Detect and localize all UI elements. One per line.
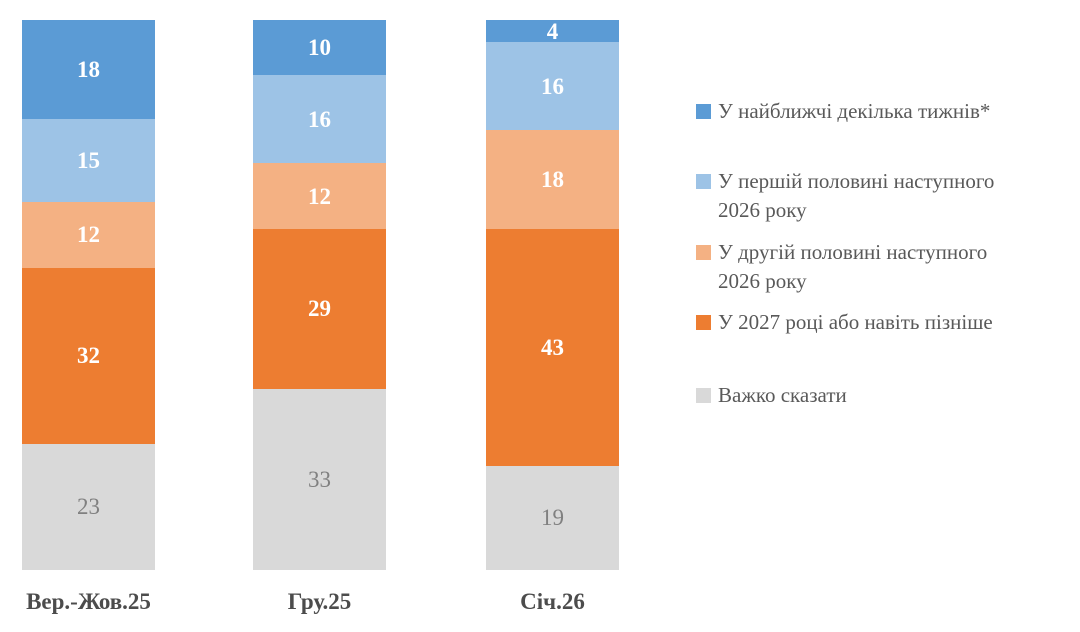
legend-item-5: Важко сказати: [696, 381, 1080, 410]
bar-segment: 23: [22, 443, 155, 570]
bar-segment: 18: [22, 20, 155, 119]
segment-value-label: 29: [308, 296, 331, 322]
legend-item-1: У найближчі декілька тижнів*: [696, 97, 1080, 126]
bar-column-1: 18 15 12 32 23: [22, 20, 155, 570]
legend-item-label: У найближчі декілька тижнів*: [718, 99, 991, 123]
segment-value-label: 19: [541, 505, 564, 531]
segment-value-label: 18: [541, 167, 564, 192]
legend-item-label: У другій половині наступного 2026 року: [718, 240, 988, 293]
legend-item-label: У 2027 році або навіть пізніше: [718, 310, 993, 334]
bar-segment: 15: [22, 119, 155, 202]
segment-value-label: 4: [546, 18, 559, 44]
segment-value-label: 32: [77, 343, 100, 368]
bar-segment: 4: [486, 18, 619, 44]
bar-segment: 16: [253, 75, 386, 163]
bar-segment: 18: [486, 130, 619, 229]
segment-value-label: 23: [77, 494, 100, 520]
bar-segment: 12: [22, 201, 155, 268]
segment-value-label: 43: [541, 334, 564, 360]
category-label: Гру.25: [287, 589, 352, 614]
segment-value-label: 33: [308, 466, 331, 492]
segment-value-label: 12: [77, 222, 100, 247]
bar-segment: 10: [253, 20, 386, 75]
bar-segment: 33: [253, 388, 386, 570]
category-label: Вер.-Жов.25: [26, 589, 151, 614]
legend-item-2: У першій половині наступного 2026 року: [696, 167, 1080, 225]
segment-value-label: 18: [77, 57, 100, 82]
segment-value-label: 10: [308, 35, 331, 60]
legend-swatch-icon: [696, 388, 711, 403]
segment-value-label: 12: [308, 183, 331, 209]
bar-segment: 12: [253, 163, 386, 229]
legend-item-3: У другій половині наступного 2026 року: [696, 238, 1080, 296]
legend-swatch-icon: [696, 104, 711, 119]
segment-value-label: 15: [77, 147, 100, 173]
legend-swatch-icon: [696, 315, 711, 330]
bar-segment: 16: [486, 42, 619, 130]
legend-swatch-icon: [696, 174, 711, 189]
bar-segment: 32: [22, 267, 155, 444]
legend-item-label: Важко сказати: [718, 383, 847, 407]
category-label: Січ.26: [520, 589, 585, 614]
legend-item-4: У 2027 році або навіть пізніше: [696, 308, 1080, 337]
legend-item-label: У першій половині наступного 2026 року: [718, 169, 995, 222]
bar-column-3: 4 16 18 43 19: [486, 20, 619, 570]
segment-value-label: 16: [308, 106, 331, 132]
bar-segment: 19: [486, 465, 619, 570]
bar-segment: 43: [486, 229, 619, 466]
legend-swatch-icon: [696, 245, 711, 260]
bar-column-2: 10 16 12 29 33: [253, 20, 386, 570]
segment-value-label: 16: [541, 73, 564, 99]
bar-segment: 29: [253, 229, 386, 389]
